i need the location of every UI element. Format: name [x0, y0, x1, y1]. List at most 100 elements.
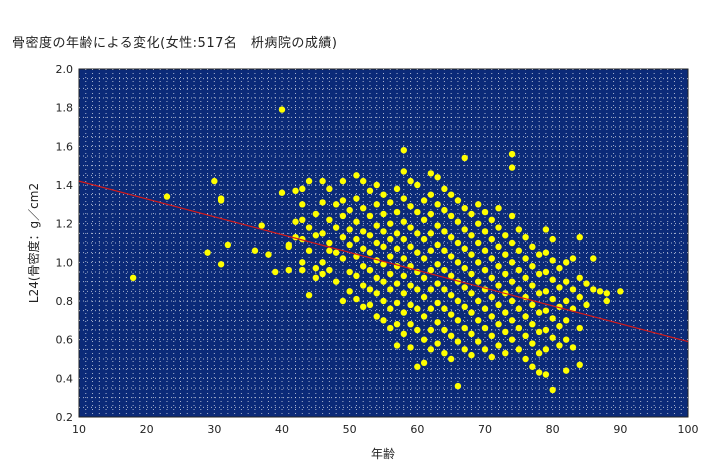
data-point: [414, 181, 421, 189]
data-point: [427, 210, 435, 218]
data-point: [414, 230, 421, 237]
data-point: [299, 201, 306, 208]
data-point: [299, 185, 306, 193]
data-point: [427, 191, 435, 198]
x-tick-label: 60: [410, 423, 424, 436]
data-point: [332, 278, 340, 285]
data-point: [475, 338, 482, 345]
data-point: [502, 309, 509, 316]
data-point: [576, 293, 583, 301]
y-tick-label: 1.4: [56, 179, 74, 192]
data-point: [400, 330, 407, 338]
data-point: [502, 350, 509, 357]
x-tick-label: 50: [343, 423, 357, 436]
data-point: [535, 328, 543, 336]
data-point: [542, 307, 550, 314]
data-point: [441, 305, 448, 312]
data-point: [420, 274, 428, 281]
data-point: [319, 259, 326, 266]
data-point: [360, 245, 367, 252]
data-point: [529, 243, 536, 251]
data-point: [542, 268, 550, 276]
data-point: [414, 208, 421, 216]
data-point: [529, 363, 536, 370]
data-point: [488, 216, 495, 223]
data-point: [400, 168, 407, 175]
data-point: [515, 305, 523, 312]
data-point: [461, 226, 468, 233]
data-point: [447, 191, 455, 198]
data-point: [549, 295, 556, 303]
data-point: [441, 266, 448, 274]
data-point: [495, 243, 502, 251]
data-point: [556, 264, 563, 272]
data-point: [366, 266, 374, 274]
data-point: [373, 181, 380, 189]
data-point: [576, 324, 583, 332]
data-point: [542, 326, 550, 334]
data-point: [387, 270, 394, 278]
data-point: [434, 222, 441, 229]
data-point: [535, 270, 543, 278]
data-point: [366, 249, 374, 256]
data-point: [447, 253, 455, 260]
data-point: [393, 230, 401, 237]
data-point: [407, 177, 414, 185]
data-point: [251, 247, 259, 254]
chart-title: 骨密度の年齢による変化(女性:517名 枡病院の成績): [12, 36, 338, 51]
data-point: [366, 187, 374, 194]
data-point: [475, 278, 482, 285]
y-tick-label: 1.2: [56, 218, 74, 231]
data-point: [515, 324, 523, 332]
data-point: [468, 232, 475, 239]
data-point: [400, 272, 407, 280]
data-point: [481, 247, 489, 254]
data-point: [387, 220, 394, 227]
data-point: [515, 346, 523, 353]
data-point: [481, 228, 489, 235]
data-point: [420, 216, 428, 223]
data-point: [400, 147, 407, 154]
data-point: [360, 282, 367, 289]
x-tick-label: 20: [140, 423, 154, 436]
data-point: [461, 205, 468, 212]
data-point: [542, 288, 550, 295]
data-point: [332, 224, 340, 231]
data-point: [360, 228, 367, 235]
data-point: [529, 321, 536, 328]
data-point: [596, 288, 604, 295]
data-point: [393, 299, 401, 307]
data-point: [427, 346, 435, 353]
data-point: [285, 266, 292, 274]
data-point: [326, 185, 333, 193]
data-point: [549, 235, 556, 243]
data-point: [163, 193, 171, 200]
data-point: [475, 239, 482, 247]
data-point: [387, 253, 394, 260]
data-point: [427, 266, 435, 274]
data-point: [461, 264, 468, 272]
data-point: [258, 222, 265, 229]
data-point: [441, 326, 448, 334]
data-point: [590, 286, 597, 293]
data-point: [522, 313, 529, 320]
data-point: [542, 346, 550, 353]
data-point: [414, 363, 421, 370]
data-point: [420, 313, 428, 320]
data-point: [461, 324, 468, 332]
data-point: [387, 305, 394, 312]
data-point: [461, 284, 468, 291]
data-point: [563, 259, 570, 266]
data-point: [393, 208, 401, 216]
data-point: [326, 247, 333, 254]
data-point: [535, 309, 543, 316]
data-point: [292, 218, 299, 225]
data-point: [447, 355, 455, 363]
data-point: [454, 259, 462, 266]
data-point: [441, 350, 448, 357]
data-point: [373, 290, 380, 297]
data-point: [387, 199, 394, 206]
data-point: [549, 386, 556, 394]
data-point: [393, 321, 401, 328]
data-point: [420, 293, 428, 301]
